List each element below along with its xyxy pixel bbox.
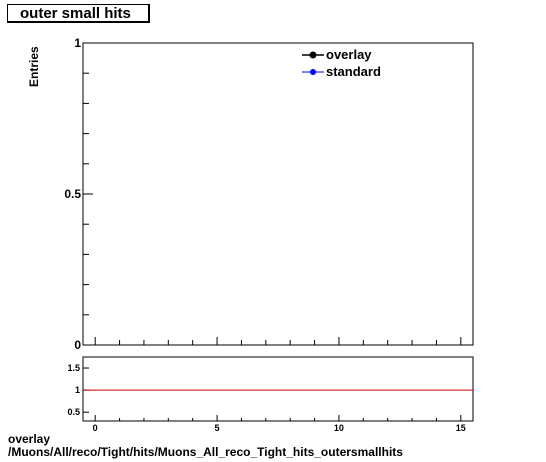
footer: overlay /Muons/All/reco/Tight/hits/Muons… bbox=[8, 433, 538, 459]
ratio-y-tick-label: 1.5 bbox=[67, 363, 80, 373]
ratio-y-tick-label: 1 bbox=[75, 385, 80, 395]
ratio-x-tick-label: 15 bbox=[456, 423, 466, 433]
ratio-plot-frame bbox=[82, 356, 474, 422]
legend-standard-marker bbox=[310, 69, 316, 75]
ratio-x-ticks: 0 5 10 15 bbox=[93, 415, 466, 433]
plot-title: outer small hits bbox=[7, 4, 150, 23]
main-y-ticks: 00.51 bbox=[64, 36, 93, 352]
legend-overlay-marker bbox=[309, 51, 317, 59]
ratio-x-tick-label: 5 bbox=[215, 423, 220, 433]
ratio-x-tick-label: 0 bbox=[93, 423, 98, 433]
main-y-tick-label: 0 bbox=[74, 338, 81, 352]
footer-dataset-label: overlay bbox=[8, 432, 51, 446]
main-y-tick-label: 1 bbox=[74, 36, 81, 50]
ratio-y-tick-label: 0.5 bbox=[67, 407, 80, 417]
legend-overlay-label: overlay bbox=[326, 47, 372, 62]
footer-path-label: /Muons/All/reco/Tight/hits/Muons_All_rec… bbox=[8, 445, 403, 459]
main-y-tick-label: 0.5 bbox=[64, 187, 81, 201]
ratio-x-tick-label: 10 bbox=[334, 423, 344, 433]
legend-standard-label: standard bbox=[326, 64, 381, 79]
legend-entry-overlay: overlay bbox=[302, 47, 372, 62]
main-x-ticks bbox=[94, 337, 462, 345]
legend-entry-standard: standard bbox=[302, 64, 381, 79]
y-axis-title: Entries bbox=[27, 46, 41, 87]
legend: overlay standard bbox=[302, 47, 381, 79]
main-plot-frame bbox=[82, 42, 474, 346]
